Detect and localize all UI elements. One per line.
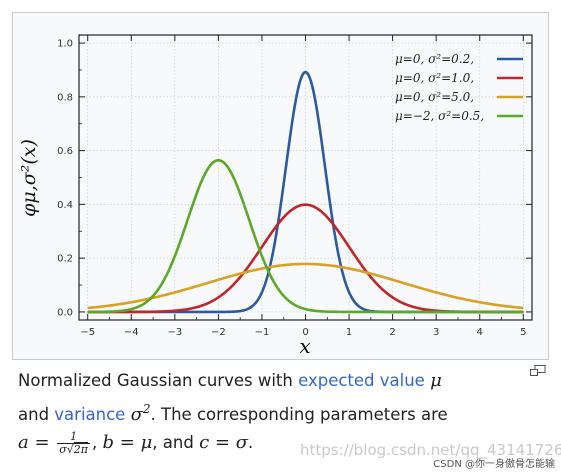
x-tick-label: −2	[211, 327, 226, 338]
equals-sign-c: =	[209, 432, 236, 453]
a-fraction-numerator: 1	[57, 431, 91, 444]
x-tick-label: 1	[346, 327, 352, 338]
sigma-exponent: 2	[142, 402, 151, 416]
a-fraction-denominator: σ√2π	[59, 442, 89, 456]
curves-layer	[87, 70, 524, 314]
x-tick-label: 0	[302, 327, 308, 338]
figure-caption: Normalized Gaussian curves with expected…	[18, 367, 538, 457]
watermark: https://blog.csdn.net/qq_43141726	[300, 441, 561, 459]
figure-frame	[12, 12, 549, 360]
and-text: , and	[152, 433, 200, 452]
series-line-3	[87, 158, 524, 314]
legend-label-2: μ=0, σ²=5.0,	[395, 90, 474, 104]
y-tick-label: 0.6	[57, 146, 73, 157]
x-tick-label: 5	[520, 327, 526, 338]
plot-frame: −5 −4 −3 −2 −1 0 1 2 3 4 5 0.0 0.2 0.4 0.6 0.8 1.0 μ=0, …	[13, 13, 548, 359]
mu-symbol: μ	[430, 370, 442, 391]
ticks-layer: −5 −4 −3 −2 −1 0 1 2 3 4 5 0.0 0.2 0.4 0.6 0.8 1.0	[57, 35, 532, 338]
x-tick-label: −5	[80, 327, 95, 338]
caption-period: .	[248, 433, 254, 452]
sigma-squared-symbol: σ2	[130, 402, 151, 425]
series-line-2	[87, 262, 524, 310]
magnify-icon[interactable]	[530, 365, 546, 377]
sigma-symbol: σ	[130, 404, 143, 425]
x-tick-label: −1	[255, 327, 270, 338]
denominator-sigma: σ	[59, 443, 67, 456]
y-tick-label: 0.2	[57, 254, 73, 265]
a-fraction: 1 σ√2π	[57, 431, 91, 456]
legend-label-0: μ=0, σ²=0.2,	[395, 52, 474, 66]
legend-label-1: μ=0, σ²=1.0,	[395, 71, 474, 85]
c-value: σ	[235, 432, 248, 453]
x-tick-label: 2	[389, 327, 395, 338]
c-parameter: c	[199, 432, 210, 453]
legend-label-3: μ=−2, σ²=0.5,	[395, 109, 484, 123]
x-tick-label: 3	[433, 327, 439, 338]
comma-after-a: ,	[92, 433, 98, 452]
x-tick-label: −3	[167, 327, 182, 338]
a-parameter: a	[18, 432, 29, 453]
y-tick-label: 1.0	[57, 39, 73, 50]
denominator-root: 2π	[73, 442, 89, 456]
equals-sign-b: =	[114, 432, 141, 453]
caption-text-3: . The corresponding parameters are	[150, 405, 448, 424]
y-tick-label: 0.0	[57, 307, 73, 318]
gaussian-chart: −5 −4 −3 −2 −1 0 1 2 3 4 5 0.0 0.2 0.4 0.6 0.8 1.0 μ=0, …	[18, 34, 533, 358]
x-tick-label: −4	[124, 327, 139, 338]
csdn-attribution: CSDN @你一身傲骨怎能输	[433, 459, 555, 470]
variance-link[interactable]: variance	[54, 405, 126, 424]
y-tick-label: 0.8	[57, 92, 73, 103]
equals-sign-a: =	[28, 432, 56, 453]
caption-text-2: and	[18, 405, 55, 424]
y-axis-title: φμ,σ²(x)	[18, 139, 40, 217]
y-tick-label: 0.4	[57, 200, 73, 211]
expected-value-link[interactable]: expected value	[298, 371, 425, 390]
b-parameter: b	[102, 432, 115, 453]
caption-text-1: Normalized Gaussian curves with	[18, 371, 299, 390]
b-value: μ	[140, 432, 153, 453]
x-axis-title: x	[299, 334, 310, 358]
x-tick-label: 4	[477, 327, 483, 338]
legend: μ=0, σ²=0.2, μ=0, σ²=1.0, μ=0, σ²=5.0, μ=−2…	[395, 52, 523, 123]
